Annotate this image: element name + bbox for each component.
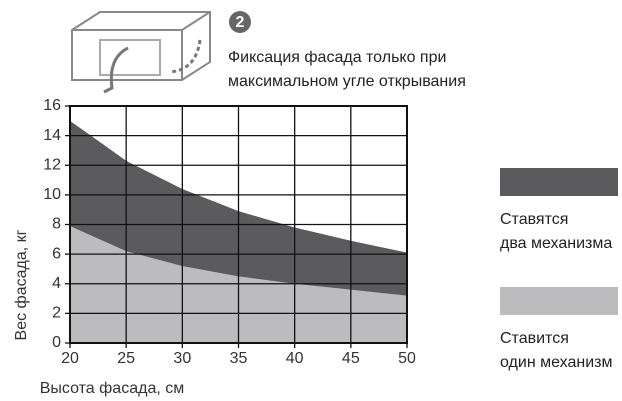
- x-tick-label: 30: [173, 350, 191, 367]
- x-tick-label: 35: [230, 350, 248, 367]
- x-tick-label: 50: [398, 350, 416, 367]
- x-tick-label: 20: [61, 350, 79, 367]
- step-badge: [229, 11, 251, 33]
- legend-label: Ставится один механизм: [500, 330, 613, 371]
- annotation: Фиксация фасада только при максимальном …: [228, 49, 466, 90]
- y-tick-label: 6: [52, 245, 61, 262]
- y-tick-label: 14: [43, 127, 61, 144]
- legend-swatch: [500, 287, 618, 315]
- legend-label: Ставятся два механизма: [500, 211, 613, 252]
- y-tick-label: 12: [43, 156, 61, 173]
- y-axis-label: Вес фасада, кг: [13, 229, 30, 340]
- y-tick-label: 8: [52, 216, 61, 233]
- x-tick-label: 25: [117, 350, 135, 367]
- y-tick-label: 0: [52, 334, 61, 351]
- icon: [71, 11, 211, 94]
- plot-border: [69, 105, 408, 344]
- y-tick-label: 10: [43, 186, 61, 203]
- y-tick-label: 2: [52, 305, 61, 322]
- x-tick-label: 45: [342, 350, 360, 367]
- x-axis-label: Высота фасада, см: [40, 380, 184, 397]
- step-number: 2: [236, 14, 245, 31]
- legend-swatch: [500, 168, 618, 196]
- y-tick-label: 16: [43, 97, 61, 114]
- x-tick-label: 40: [286, 350, 304, 367]
- y-tick-label: 4: [52, 275, 61, 292]
